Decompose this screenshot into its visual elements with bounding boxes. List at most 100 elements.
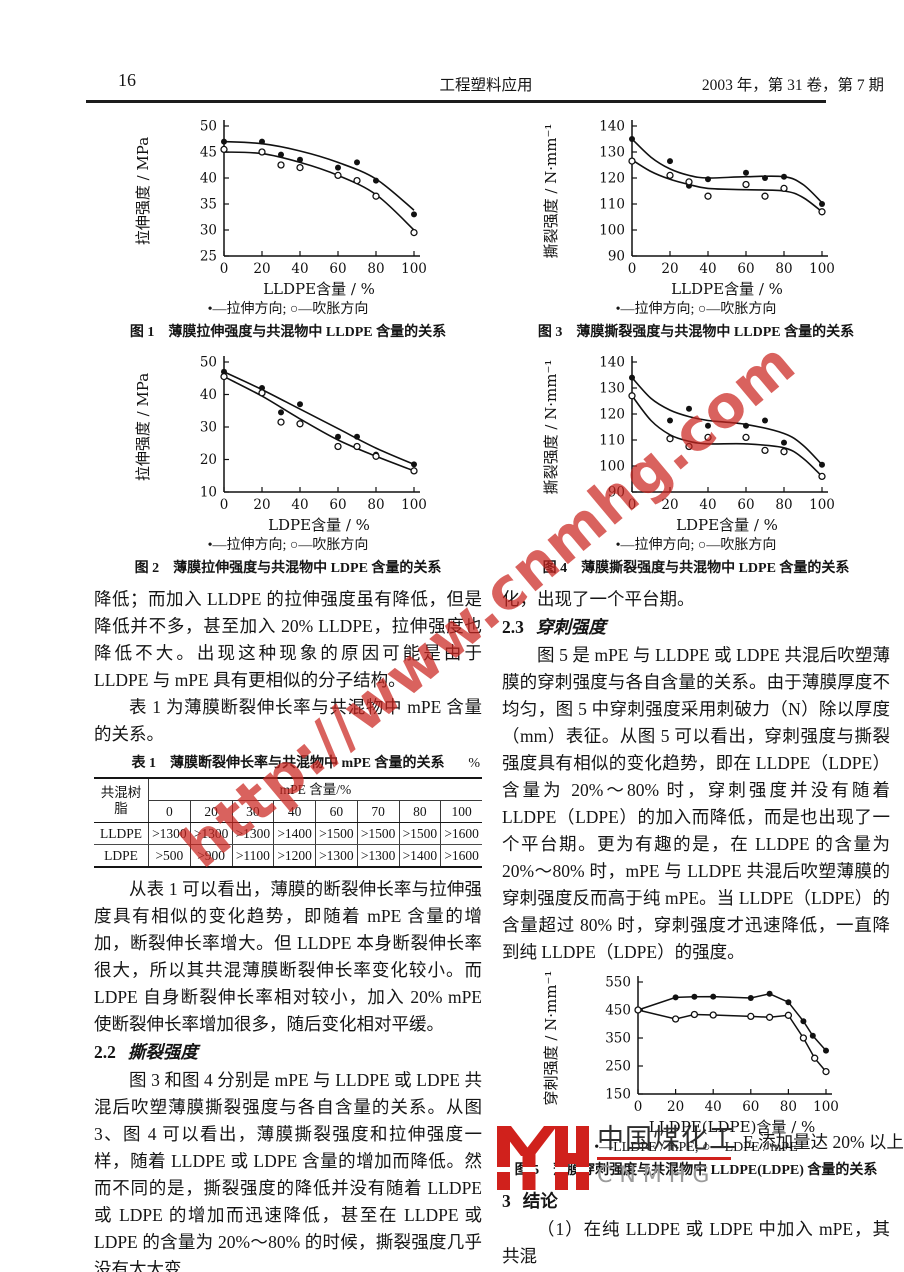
table-1-unit: % [468, 756, 480, 771]
data-point-open [628, 157, 636, 165]
data-point-open [690, 1010, 699, 1019]
table-1-title: 表 1 薄膜断裂伸长率与共混物中 mPE 含量的关系 % [94, 754, 482, 774]
data-point-filled [781, 173, 787, 180]
y-tick-label: 25 [200, 249, 217, 265]
y-tick-label: 110 [599, 197, 625, 213]
data-point-open [765, 1013, 774, 1021]
data-point-open [747, 1012, 755, 1021]
data-point-open [671, 1015, 680, 1023]
table-cell: >1400 [273, 822, 316, 845]
x-tick-label: 0 [220, 261, 229, 277]
table-cell: >1100 [231, 844, 274, 867]
data-point-filled [762, 417, 768, 424]
data-point-filled [781, 439, 787, 446]
data-point-filled [297, 401, 303, 408]
table-cell: >1300 [189, 822, 232, 845]
section-title: 结论 [522, 1191, 558, 1211]
table-cell: >1300 [315, 844, 358, 867]
data-point-filled [747, 995, 754, 1001]
figure-5-chart: 150 250 350 450 550 0 20 40 60 80 100 穿刺强度 / N·mm⁻¹… [542, 971, 839, 1136]
data-point-filled [667, 158, 673, 165]
paragraph-tensile-continuation: 降低；而加入 LLDPE 的拉伸强度虽有降低，但是降低并不多，甚至加入 20% … [94, 589, 482, 690]
x-tick-label: 80 [775, 261, 792, 277]
table-col-header: 0 [148, 800, 191, 823]
data-point-open [704, 433, 712, 442]
data-point-filled [762, 175, 768, 181]
table-row: LDPE >500 >900 >1100 >1200 >1300 >1300 >… [94, 844, 482, 867]
header-rule [86, 100, 826, 103]
y-tick-label: 40 [200, 171, 217, 187]
data-point-open [761, 192, 769, 200]
table-cell: >1500 [398, 822, 441, 845]
figure-2-chart: 10 20 30 40 50 0 20 40 60 80 100 拉伸强度 / MPa LDPE含量 /… [134, 355, 427, 535]
y-tick-label: 30 [200, 223, 217, 239]
data-point-filled [819, 201, 825, 207]
figure-4-caption: 图 4 薄膜撕裂强度与共混物中 LDPE 含量的关系 [542, 561, 850, 576]
data-point-filled [710, 993, 717, 1000]
section-heading-3: 3 结论 [502, 1188, 890, 1215]
x-tick-label: 80 [367, 497, 384, 513]
data-point-open [666, 171, 674, 180]
y-tick-label: 45 [200, 145, 217, 161]
cnmhg-logo: 中国煤化工 E 添加量达 20% 以上 CNMHG [497, 1116, 904, 1192]
x-axis-label: LDPE含量 / % [268, 516, 370, 534]
data-point-open [372, 192, 380, 200]
table-row: LLDPE >1300 >1300 >1300 >1400 >1500 >150… [94, 822, 482, 845]
cnmhg-brand-block: 中国煤化工 E 添加量达 20% 以上 CNMHG [597, 1116, 904, 1188]
paragraph-puncture-strength: 图 5 是 mPE 与 LLDPE 或 LDPE 共混后吹塑薄膜的穿刺强度与各自… [502, 645, 890, 962]
trend-curve [223, 140, 415, 211]
data-point-open [709, 1011, 717, 1019]
trend-curve [223, 375, 415, 472]
table-col-header: 80 [398, 800, 441, 823]
data-point-filled [221, 138, 227, 145]
data-point-filled [373, 177, 379, 184]
section-number: 2.2 [94, 1042, 116, 1062]
data-point-filled [629, 374, 635, 381]
data-point-open [811, 1054, 819, 1062]
data-point-filled [629, 136, 635, 142]
data-point-open [258, 148, 266, 156]
table-cell: >1600 [440, 844, 482, 867]
y-tick-label: 130 [599, 381, 625, 397]
conclusion-text-fragment: E 添加量达 20% 以上 [743, 1132, 904, 1152]
x-tick-label: 60 [742, 1099, 759, 1115]
table-cell: >900 [189, 844, 232, 867]
x-axis-label: LLDPE含量 / % [671, 280, 783, 298]
table-col-header: 100 [440, 800, 482, 823]
y-tick-label: 50 [200, 119, 217, 135]
x-tick-label: 20 [667, 1099, 684, 1115]
data-point-open [704, 192, 712, 200]
table-col-header: 30 [231, 800, 274, 823]
x-axis-label: LLDPE(LDPE)含量 / % [649, 1118, 816, 1136]
data-point-open [277, 161, 285, 169]
data-point-filled [800, 1018, 807, 1025]
data-point-open [334, 171, 342, 180]
y-axis-label: 撕裂强度 / N·mm⁻¹ [542, 360, 560, 495]
table-cell: >1600 [440, 822, 482, 845]
figure-1-chart: 25 30 35 40 45 50 0 20 40 60 80 100 拉伸强度 / MPa LLDPE含… [134, 119, 427, 299]
data-point-filled [743, 169, 749, 176]
paragraph-table1-intro: 表 1 为薄膜断裂伸长率与共混物中 mPE 含量的关系。 [94, 697, 482, 744]
table-row-label: LLDPE [94, 822, 149, 845]
page-header: 16 工程塑料应用 2003 年，第 31 卷，第 7 期 [88, 70, 884, 96]
figure-2: 10 20 30 40 50 0 20 40 60 80 100 拉伸强度 / MPa LDPE含量 /… [94, 350, 482, 580]
data-point-filled [691, 993, 698, 1000]
data-point-open [353, 442, 361, 451]
table-cell: >1300 [356, 844, 399, 867]
figure-4: 90 100 110 120 130 140 0 20 40 60 80 100 撕裂强度 / N·mm… [502, 350, 890, 580]
x-tick-label: 60 [737, 497, 754, 513]
y-tick-label: 140 [599, 119, 625, 135]
y-tick-label: 550 [605, 975, 631, 991]
figure-1-caption: 图 1 薄膜拉伸强度与共混物中 LLDPE 含量的关系 [129, 325, 447, 340]
x-tick-label: 80 [775, 497, 792, 513]
y-tick-label: 250 [605, 1059, 631, 1075]
table-row-label: LDPE [104, 847, 138, 863]
y-axis-label: 穿刺强度 / N·mm⁻¹ [542, 971, 560, 1106]
figure-2-legend: •—拉伸方向; ○—吹胀方向 [207, 538, 369, 553]
y-tick-label: 10 [200, 485, 217, 501]
y-tick-label: 90 [608, 485, 625, 501]
section-number: 3 [502, 1191, 511, 1211]
y-tick-label: 20 [200, 452, 217, 468]
data-point-filled [278, 409, 284, 416]
